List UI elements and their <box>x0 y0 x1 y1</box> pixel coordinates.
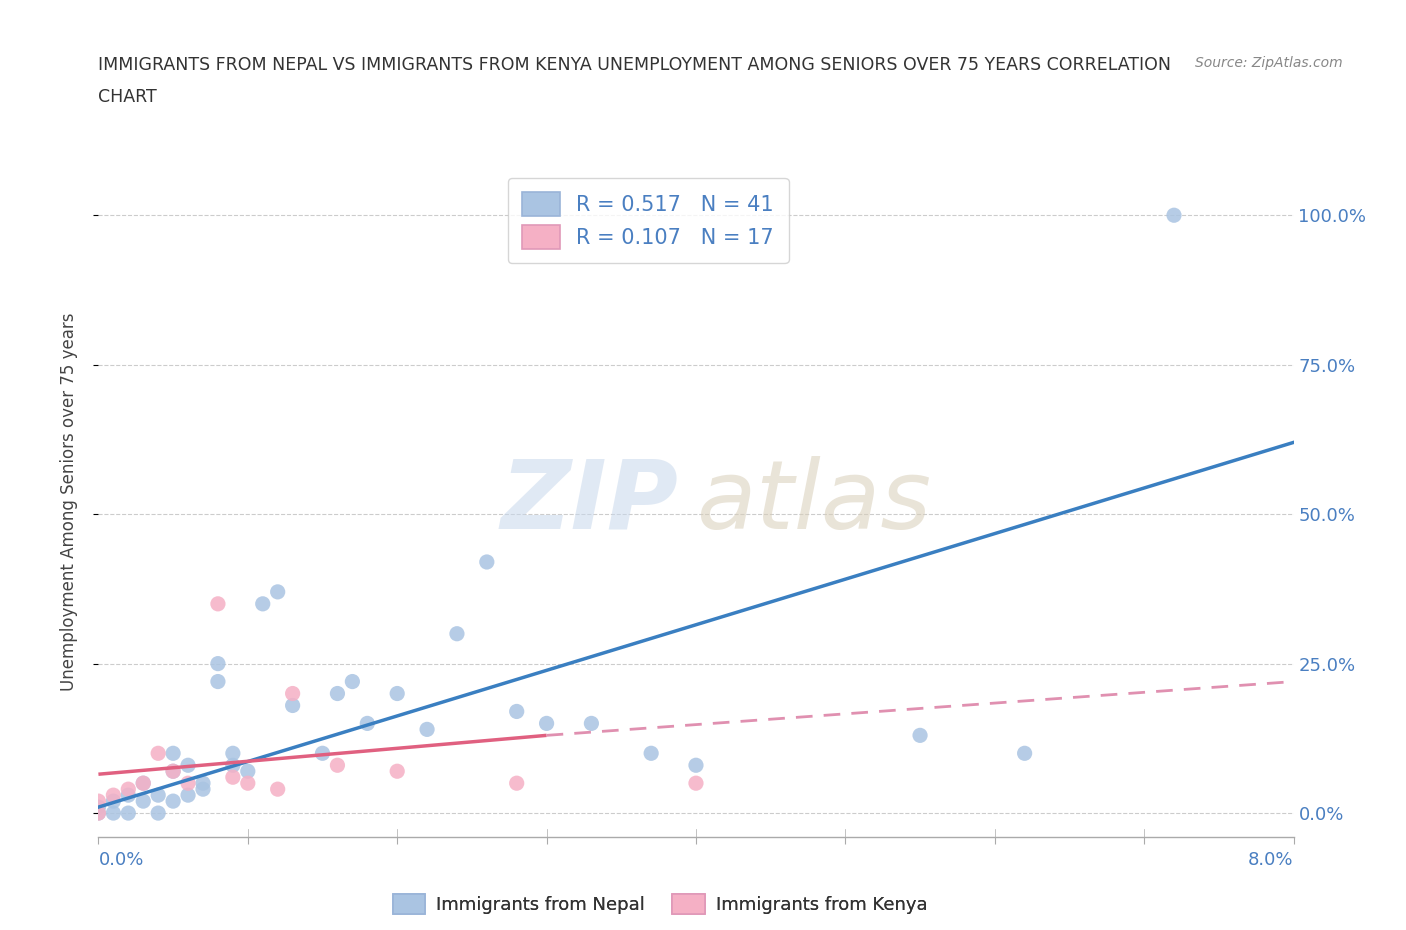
Y-axis label: Unemployment Among Seniors over 75 years: Unemployment Among Seniors over 75 years <box>59 313 77 691</box>
Point <box>87 805 110 820</box>
Point <box>207 596 229 611</box>
Point <box>326 758 349 773</box>
Point <box>416 722 439 737</box>
Text: 8.0%: 8.0% <box>1249 851 1294 869</box>
Point <box>177 776 200 790</box>
Point <box>1163 207 1185 222</box>
Point <box>191 776 214 790</box>
Text: CHART: CHART <box>98 88 157 106</box>
Text: Source: ZipAtlas.com: Source: ZipAtlas.com <box>1195 56 1343 70</box>
Point <box>311 746 333 761</box>
Point <box>177 788 200 803</box>
Point <box>356 716 378 731</box>
Point <box>267 782 290 797</box>
Text: IMMIGRANTS FROM NEPAL VS IMMIGRANTS FROM KENYA UNEMPLOYMENT AMONG SENIORS OVER 7: IMMIGRANTS FROM NEPAL VS IMMIGRANTS FROM… <box>98 56 1171 73</box>
Text: 0.0%: 0.0% <box>98 851 143 869</box>
Point <box>148 788 170 803</box>
Point <box>177 758 200 773</box>
Point <box>281 698 304 713</box>
Point <box>132 793 155 808</box>
Point <box>103 793 125 808</box>
Point <box>222 746 245 761</box>
Point <box>87 793 110 808</box>
Point <box>103 788 125 803</box>
Point <box>685 776 707 790</box>
Point <box>87 800 110 815</box>
Point <box>191 782 214 797</box>
Point <box>685 758 707 773</box>
Point <box>103 805 125 820</box>
Point <box>342 674 364 689</box>
Point <box>236 764 259 778</box>
Point <box>117 782 139 797</box>
Point <box>640 746 662 761</box>
Point <box>446 626 468 641</box>
Point <box>148 805 170 820</box>
Point <box>267 584 290 599</box>
Point <box>117 805 139 820</box>
Legend: Immigrants from Nepal, Immigrants from Kenya: Immigrants from Nepal, Immigrants from K… <box>385 886 935 922</box>
Point <box>236 776 259 790</box>
Point <box>222 758 245 773</box>
Point <box>581 716 603 731</box>
Point <box>132 776 155 790</box>
Point <box>162 746 184 761</box>
Point <box>162 764 184 778</box>
Point <box>326 686 349 701</box>
Point <box>162 764 184 778</box>
Point <box>222 770 245 785</box>
Text: ZIP: ZIP <box>501 456 678 549</box>
Point <box>162 793 184 808</box>
Point <box>281 686 304 701</box>
Point <box>506 704 529 719</box>
Point <box>536 716 558 731</box>
Point <box>385 764 409 778</box>
Text: atlas: atlas <box>696 456 931 549</box>
Point <box>148 746 170 761</box>
Point <box>252 596 274 611</box>
Point <box>385 686 409 701</box>
Point <box>87 805 110 820</box>
Point <box>908 728 931 743</box>
Point <box>207 657 229 671</box>
Point <box>117 788 139 803</box>
Point <box>1014 746 1036 761</box>
Point <box>506 776 529 790</box>
Point <box>132 776 155 790</box>
Point <box>475 554 498 569</box>
Point <box>207 674 229 689</box>
